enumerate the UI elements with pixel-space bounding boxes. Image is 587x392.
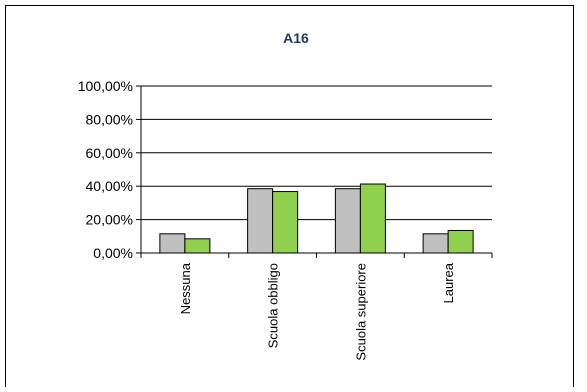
- bars: [159, 183, 474, 254]
- bar-series-2: [447, 229, 474, 254]
- bar-series-1: [334, 188, 361, 254]
- y-tick-label: 0,00%: [93, 245, 133, 261]
- bar-series-1: [159, 233, 186, 254]
- x-tick-label: Laurea: [441, 262, 456, 303]
- axes: [136, 85, 493, 258]
- x-tick-label: Scuola superiore: [353, 263, 368, 361]
- y-tick-label: 40,00%: [86, 178, 133, 194]
- bar-series-2: [184, 238, 211, 254]
- y-tick-label: 20,00%: [86, 212, 133, 228]
- bar-series-1: [247, 188, 274, 254]
- gridlines: [141, 85, 492, 221]
- y-tick-label: 80,00%: [86, 111, 133, 127]
- x-tick-label: Nessuna: [178, 262, 193, 314]
- y-tick-label: 60,00%: [86, 145, 133, 161]
- x-tick-labels: Nessuna Scuola obbligo Scuola superiore Lau…: [178, 262, 456, 360]
- bar-series-2: [359, 183, 386, 254]
- x-tick-label: Scuola obbligo: [266, 263, 281, 348]
- chart-title: A16: [283, 30, 309, 46]
- y-tick-label: 100,00%: [78, 78, 133, 94]
- bar-series-1: [422, 233, 449, 254]
- y-tick-labels: 0,00% 20,00% 40,00% 60,00% 80,00% 100,00%: [78, 78, 133, 261]
- bar-series-2: [272, 191, 299, 254]
